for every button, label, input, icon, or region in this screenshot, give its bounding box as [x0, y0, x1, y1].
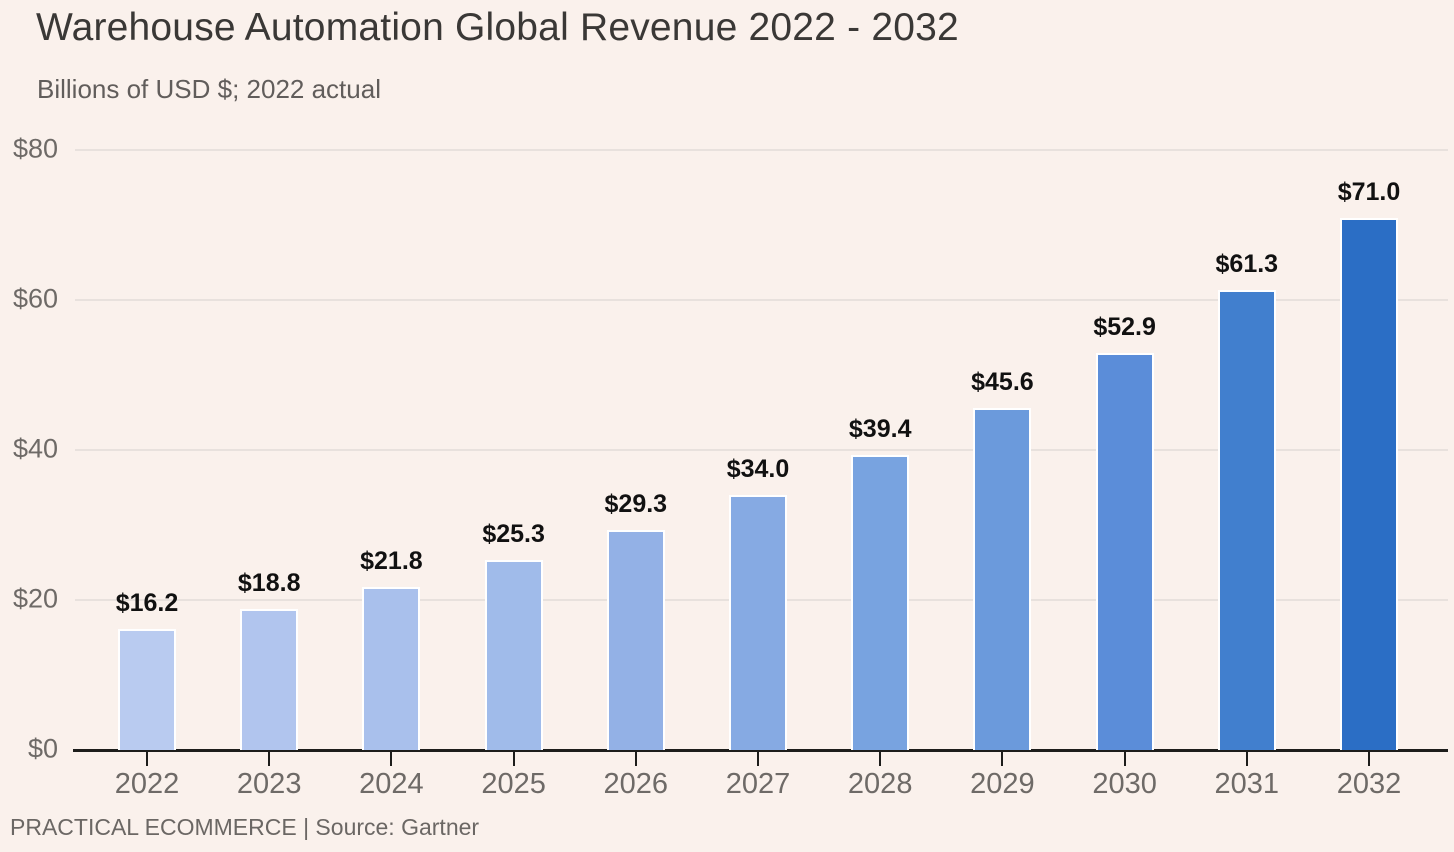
bar-2032	[1340, 217, 1398, 750]
bar-value-label: $45.6	[971, 368, 1034, 396]
x-axis-tick-label: 2023	[236, 768, 302, 800]
x-axis-tick-label: 2025	[481, 768, 546, 800]
y-axis-tick-label: $60	[12, 283, 58, 314]
x-axis-tick	[1123, 750, 1126, 766]
x-axis-tick	[268, 750, 271, 766]
y-axis-tick-label: $0	[27, 733, 58, 764]
x-axis-tick-label: 2028	[847, 768, 913, 800]
chart-title: Warehouse Automation Global Revenue 2022…	[36, 6, 959, 49]
gridline-40	[75, 449, 1448, 451]
gridline-60	[75, 299, 1448, 301]
bar-2026	[606, 530, 665, 750]
bar-value-label: $39.4	[848, 414, 912, 443]
x-axis-tick	[146, 750, 148, 766]
x-axis-tick-label: 2031	[1214, 768, 1280, 800]
x-axis-tick-label: 2024	[359, 768, 424, 800]
bar-value-label: $25.3	[482, 520, 545, 549]
bar-2031	[1217, 290, 1276, 750]
x-axis-tick	[879, 750, 882, 766]
x-axis-tick-label: 2030	[1092, 768, 1157, 800]
x-axis-tick	[512, 750, 515, 766]
chart-subtitle: Billions of USD $; 2022 actual	[37, 74, 381, 104]
bar-value-label: $61.3	[1215, 250, 1279, 279]
x-axis-tick-label: 2029	[970, 768, 1035, 800]
bar-2028	[851, 454, 910, 750]
bar-2025	[484, 560, 543, 750]
x-axis-tick-label: 2026	[603, 768, 669, 800]
x-axis-tick-label: 2032	[1336, 768, 1402, 800]
y-axis-tick-label: $20	[12, 583, 58, 614]
source-attribution: PRACTICAL ECOMMERCE | Source: Gartner	[10, 814, 480, 840]
x-axis-tick	[1245, 750, 1248, 766]
y-axis-tick-label: $40	[12, 433, 58, 464]
x-axis-tick	[757, 750, 759, 766]
bar-value-label: $52.9	[1093, 313, 1156, 342]
x-axis-line	[73, 749, 1448, 752]
bar-2022	[118, 628, 176, 750]
x-axis-tick	[634, 750, 637, 766]
bar-value-label: $34.0	[726, 455, 790, 483]
y-axis-tick-label: $80	[12, 133, 58, 164]
bar-2027	[729, 495, 787, 750]
bar-2023	[240, 609, 299, 750]
bar-2024	[362, 586, 421, 750]
bar-2029	[973, 408, 1032, 750]
x-axis-tick-label: 2022	[114, 768, 180, 800]
x-axis-tick	[1001, 750, 1004, 766]
x-axis-tick	[390, 750, 393, 766]
x-axis-tick-label: 2027	[725, 768, 791, 800]
bar-value-label: $18.8	[237, 569, 301, 597]
bar-value-label: $21.8	[360, 546, 423, 575]
bar-value-label: $71.0	[1337, 177, 1401, 206]
x-axis-tick	[1368, 750, 1370, 766]
gridline-80	[75, 149, 1448, 151]
bar-2030	[1095, 353, 1154, 750]
bar-value-label: $29.3	[604, 490, 668, 519]
bar-value-label: $16.2	[115, 588, 179, 617]
